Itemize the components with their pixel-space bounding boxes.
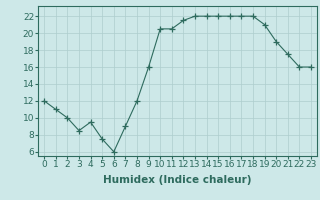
X-axis label: Humidex (Indice chaleur): Humidex (Indice chaleur): [103, 175, 252, 185]
